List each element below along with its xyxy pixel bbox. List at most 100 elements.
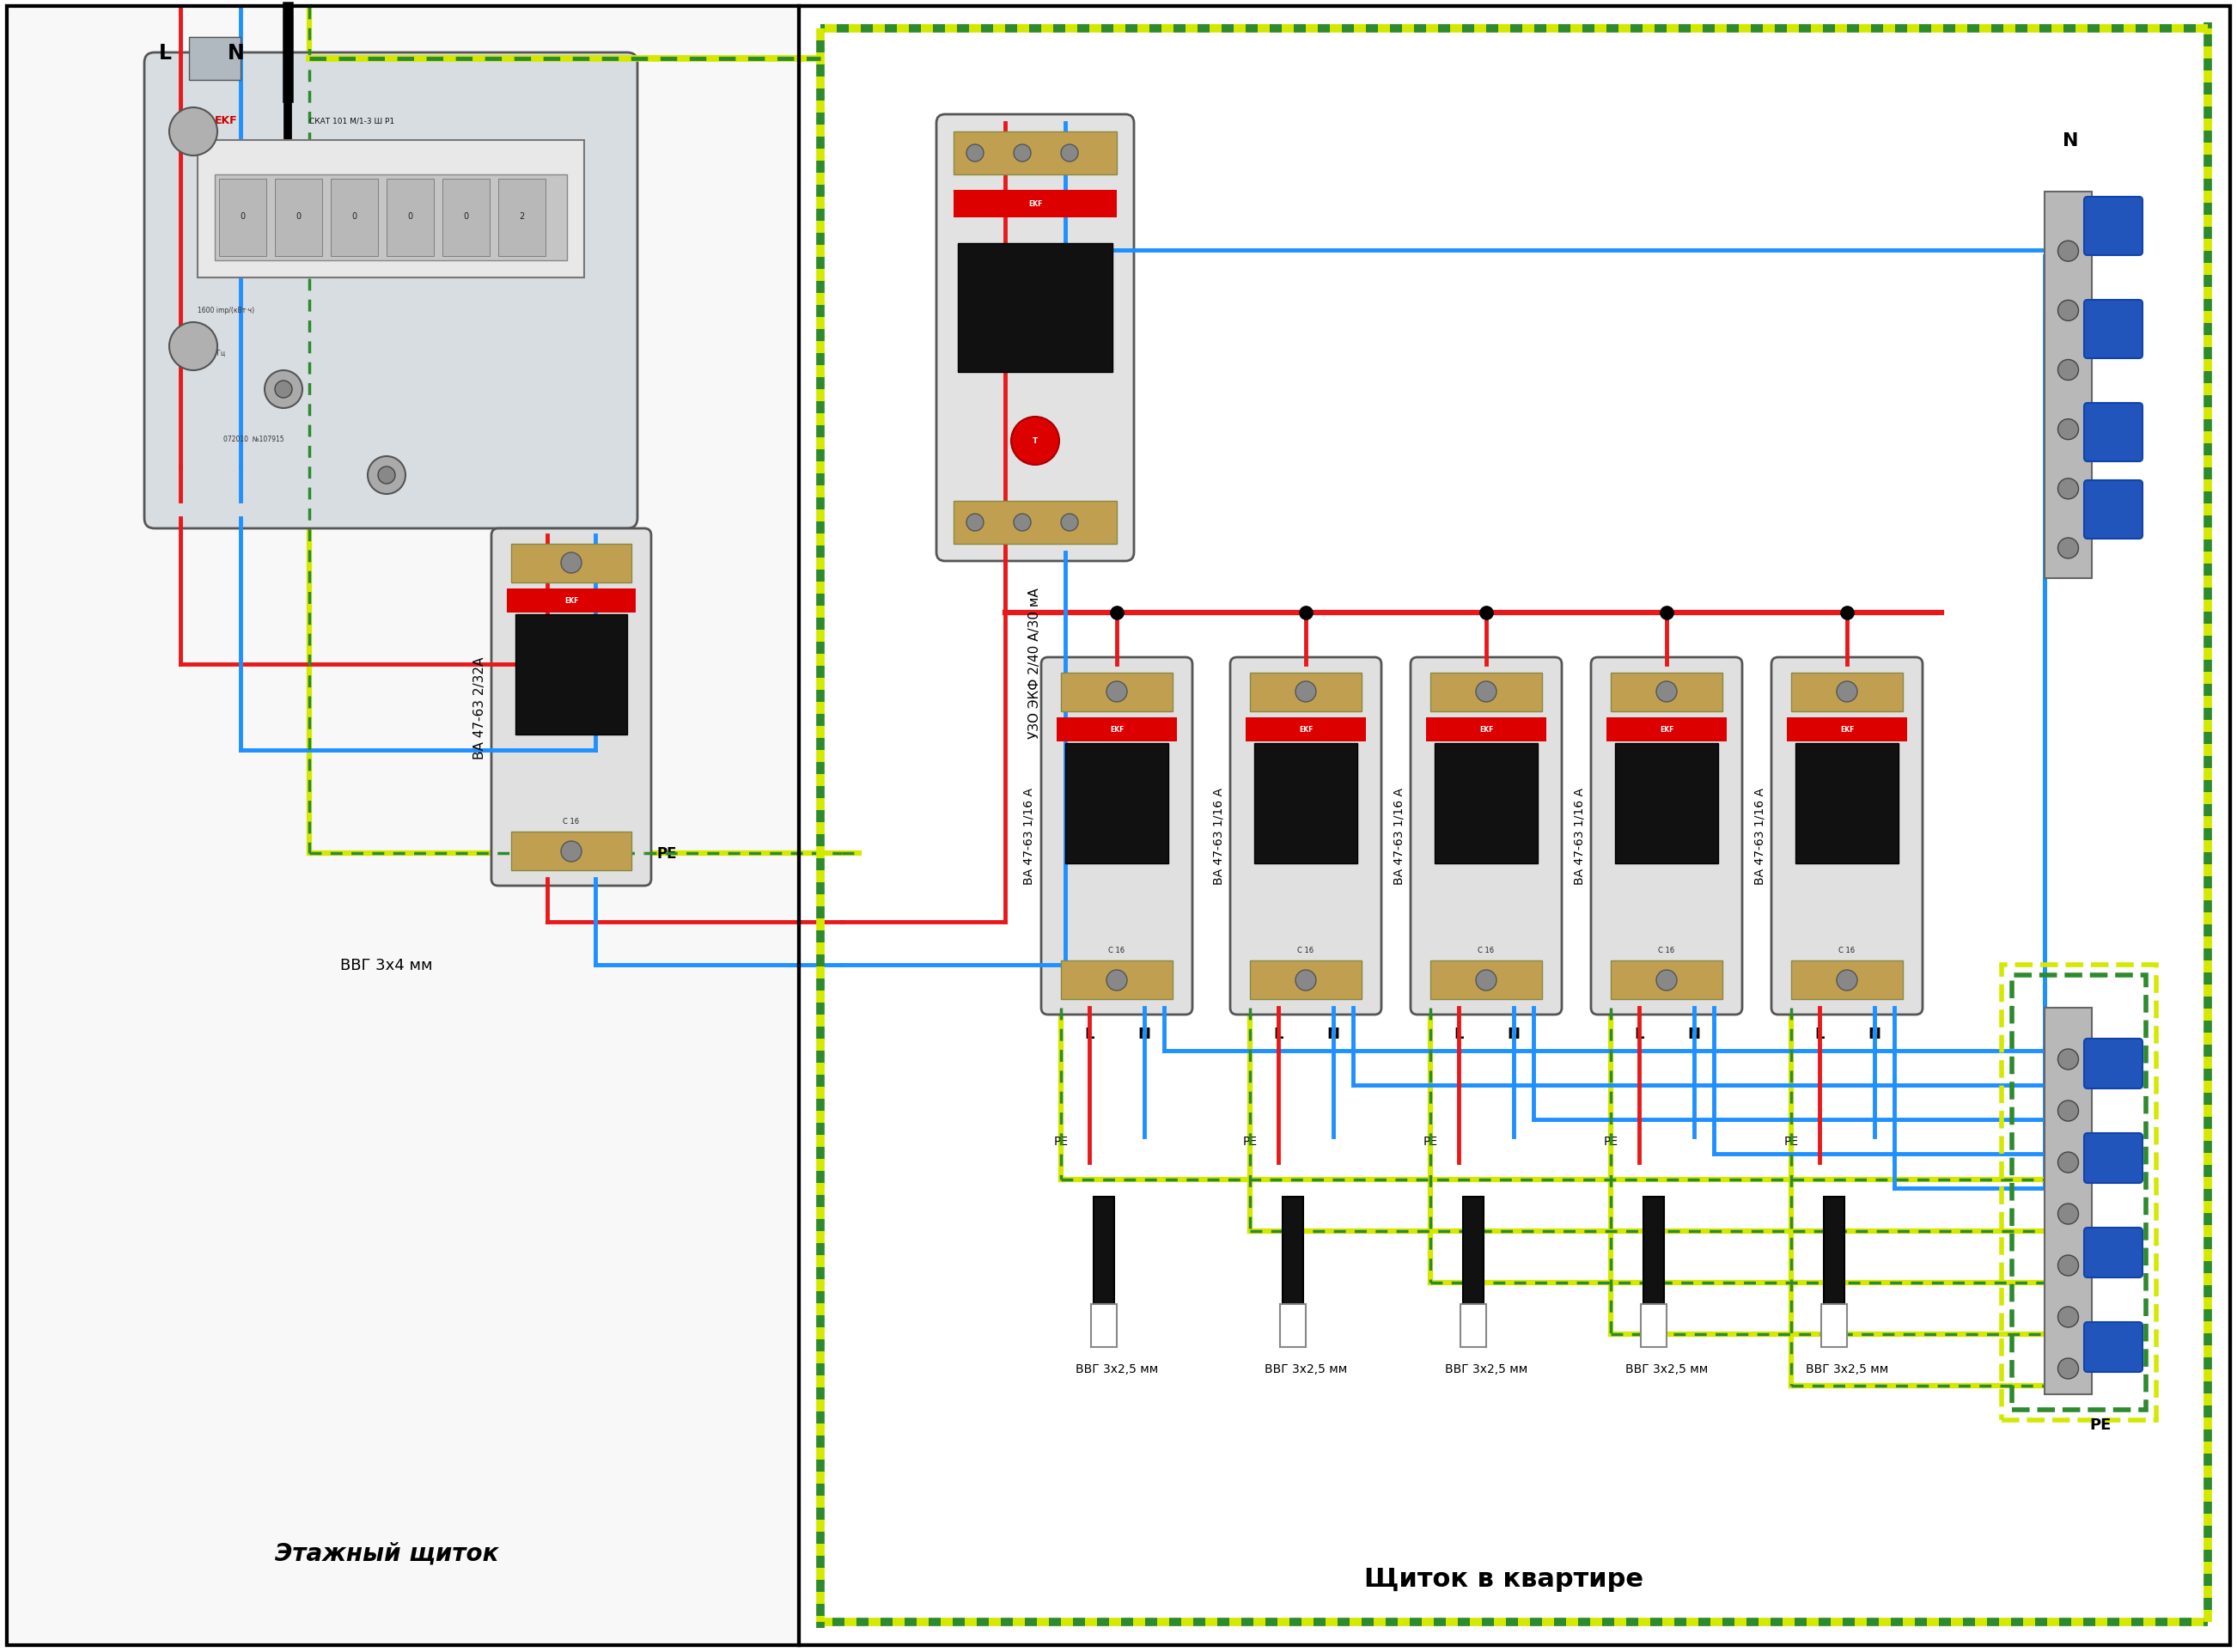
Bar (1792, 961, 1904, 999)
Circle shape (378, 468, 396, 484)
Text: PE: PE (1604, 1135, 1617, 1146)
FancyBboxPatch shape (1772, 657, 1922, 1014)
Text: EKF: EKF (1660, 725, 1673, 733)
Bar (1060, 961, 1172, 999)
Bar (1615, 743, 1718, 864)
Text: 1600 imp/(кВт·ч): 1600 imp/(кВт·ч) (197, 307, 255, 314)
Bar (1255, 743, 1358, 864)
Bar (1429, 672, 1541, 712)
FancyBboxPatch shape (2085, 403, 2143, 463)
Bar (387, 180, 434, 256)
Bar (1640, 1305, 1667, 1346)
Text: 072010  №107915: 072010 №107915 (224, 436, 284, 443)
Circle shape (170, 107, 217, 157)
Text: ВА 47-63 1/16 А: ВА 47-63 1/16 А (1212, 788, 1224, 885)
Circle shape (2058, 539, 2078, 558)
Circle shape (1107, 682, 1127, 702)
Text: EKF: EKF (1479, 725, 1494, 733)
Bar (1823, 1198, 1846, 1308)
Text: C 16: C 16 (1297, 947, 1313, 953)
Text: ВВГ 3х2,5 мм: ВВГ 3х2,5 мм (1445, 1363, 1528, 1374)
Text: ВВГ 3х2,5 мм: ВВГ 3х2,5 мм (1264, 1363, 1347, 1374)
Circle shape (1476, 682, 1497, 702)
Bar (1461, 1305, 1485, 1346)
Circle shape (1107, 970, 1127, 991)
Text: 2: 2 (519, 211, 523, 221)
FancyBboxPatch shape (2085, 1322, 2143, 1373)
Bar (188, 38, 242, 81)
FancyBboxPatch shape (1591, 657, 1743, 1014)
Bar (1065, 743, 1168, 864)
Circle shape (1295, 970, 1315, 991)
Bar (1606, 719, 1727, 742)
Text: C 16: C 16 (1479, 947, 1494, 953)
Text: T: T (1033, 438, 1038, 444)
Circle shape (2058, 1100, 2078, 1122)
Text: EKF: EKF (215, 116, 237, 126)
Bar (1611, 672, 1722, 712)
Circle shape (170, 322, 217, 372)
Circle shape (966, 514, 984, 532)
FancyBboxPatch shape (2085, 481, 2143, 539)
Text: N: N (1687, 1026, 1700, 1041)
Circle shape (2058, 1049, 2078, 1070)
Circle shape (1476, 970, 1497, 991)
Bar (1094, 1198, 1114, 1308)
Bar (1060, 672, 1172, 712)
Bar (1092, 1305, 1116, 1346)
Bar (1611, 961, 1722, 999)
Text: N: N (1139, 1026, 1150, 1041)
Circle shape (367, 458, 405, 494)
Text: ВВГ 3х2,5 мм: ВВГ 3х2,5 мм (1076, 1363, 1159, 1374)
Text: EKF: EKF (564, 596, 579, 605)
FancyBboxPatch shape (2085, 1039, 2143, 1089)
Text: 0: 0 (463, 211, 470, 221)
Bar (953, 502, 1116, 545)
Bar (1246, 719, 1367, 742)
Bar (1644, 1198, 1664, 1308)
Circle shape (1837, 682, 1857, 702)
Text: L: L (1273, 1026, 1284, 1041)
Text: 0: 0 (239, 211, 246, 221)
Text: L: L (1454, 1026, 1463, 1041)
Bar (1821, 1305, 1848, 1346)
Bar (953, 132, 1116, 175)
Bar (499, 180, 546, 256)
Circle shape (2058, 241, 2078, 263)
Text: N: N (1327, 1026, 1340, 1041)
Bar (1280, 1305, 1306, 1346)
Circle shape (2058, 360, 2078, 382)
Text: N: N (1868, 1026, 1881, 1041)
Text: EKF: EKF (1029, 200, 1042, 208)
Text: N: N (1508, 1026, 1521, 1041)
Bar (1056, 719, 1177, 742)
Text: PE: PE (1423, 1135, 1438, 1146)
Circle shape (1060, 514, 1078, 532)
Bar (443, 180, 490, 256)
Bar (197, 140, 584, 278)
Text: 0: 0 (351, 211, 358, 221)
Circle shape (2058, 420, 2078, 439)
Text: PE: PE (1242, 1135, 1257, 1146)
Circle shape (2058, 1204, 2078, 1224)
Bar (2045, 1008, 2092, 1394)
Circle shape (2058, 1256, 2078, 1275)
Text: L: L (159, 43, 172, 63)
Text: СКАТ 101 М/1-3 Ш Р1: СКАТ 101 М/1-3 Ш Р1 (309, 117, 394, 126)
Text: ВВГ 3х2,5 мм: ВВГ 3х2,5 мм (1626, 1363, 1707, 1374)
FancyBboxPatch shape (2085, 198, 2143, 256)
FancyBboxPatch shape (2085, 1227, 2143, 1277)
Text: C 16: C 16 (1110, 947, 1125, 953)
Bar (953, 190, 1116, 218)
Bar (1792, 672, 1904, 712)
Circle shape (561, 553, 582, 573)
Text: EKF: EKF (1300, 725, 1313, 733)
Bar (510, 545, 631, 583)
Circle shape (561, 841, 582, 862)
Circle shape (2058, 301, 2078, 322)
Text: C 16: C 16 (1658, 947, 1676, 953)
Bar (275, 180, 322, 256)
Text: L: L (1635, 1026, 1644, 1041)
FancyBboxPatch shape (2085, 301, 2143, 358)
Text: 0: 0 (295, 211, 302, 221)
